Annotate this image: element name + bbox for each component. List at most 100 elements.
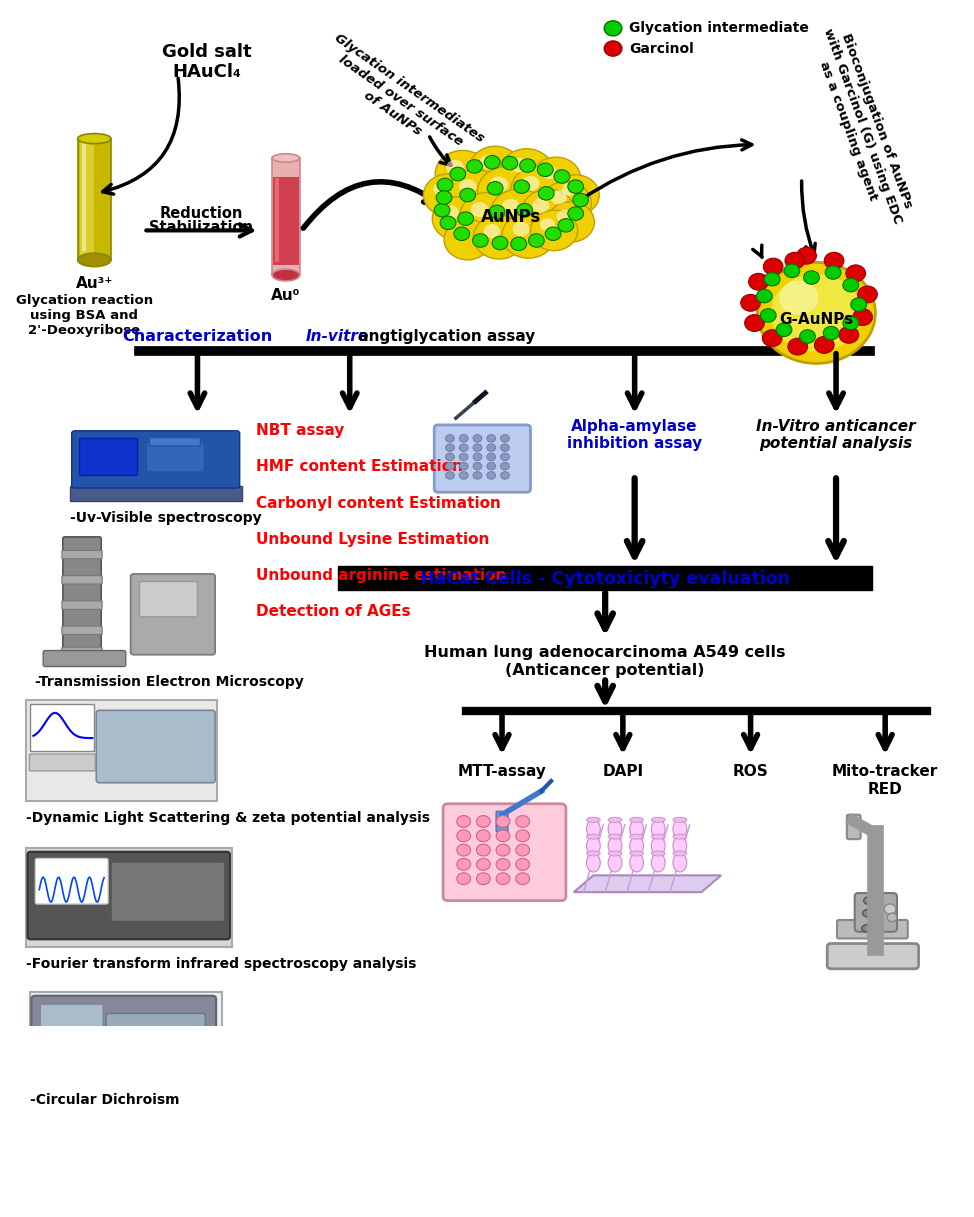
Circle shape — [487, 434, 496, 442]
Circle shape — [460, 462, 468, 470]
FancyBboxPatch shape — [272, 158, 300, 275]
Circle shape — [500, 148, 553, 195]
FancyBboxPatch shape — [62, 601, 102, 610]
Ellipse shape — [586, 851, 600, 856]
Circle shape — [532, 198, 549, 213]
Circle shape — [501, 462, 509, 470]
Circle shape — [476, 858, 490, 870]
Circle shape — [487, 462, 496, 470]
FancyBboxPatch shape — [62, 647, 102, 656]
Circle shape — [814, 336, 834, 353]
Text: In-vitro: In-vitro — [306, 329, 369, 344]
Ellipse shape — [652, 818, 665, 823]
Circle shape — [476, 815, 490, 828]
FancyBboxPatch shape — [80, 438, 137, 476]
Circle shape — [442, 206, 459, 219]
Ellipse shape — [608, 834, 621, 840]
Ellipse shape — [864, 897, 878, 904]
Circle shape — [843, 316, 859, 330]
Circle shape — [568, 180, 583, 194]
Circle shape — [460, 189, 475, 202]
FancyBboxPatch shape — [96, 711, 215, 783]
FancyBboxPatch shape — [78, 139, 111, 260]
Ellipse shape — [673, 853, 687, 871]
FancyBboxPatch shape — [111, 862, 225, 921]
Circle shape — [547, 202, 594, 242]
Circle shape — [434, 203, 450, 217]
Circle shape — [502, 156, 518, 170]
FancyBboxPatch shape — [434, 425, 531, 492]
Text: -Circular Dichroism: -Circular Dichroism — [30, 1093, 180, 1107]
Text: Mito-tracker
RED: Mito-tracker RED — [832, 764, 938, 797]
Circle shape — [501, 472, 509, 479]
Circle shape — [784, 264, 800, 277]
FancyBboxPatch shape — [827, 943, 918, 969]
Circle shape — [550, 190, 567, 204]
Text: Unbound Lysine Estimation: Unbound Lysine Estimation — [256, 532, 490, 546]
Ellipse shape — [630, 836, 644, 856]
Circle shape — [853, 309, 873, 325]
Circle shape — [823, 326, 839, 340]
Circle shape — [761, 309, 776, 323]
Circle shape — [501, 453, 509, 461]
Circle shape — [477, 167, 537, 217]
Circle shape — [541, 181, 591, 225]
FancyBboxPatch shape — [80, 139, 94, 260]
Ellipse shape — [630, 853, 644, 871]
Text: DAPI: DAPI — [602, 764, 644, 779]
Circle shape — [470, 202, 488, 217]
Circle shape — [473, 444, 482, 452]
Circle shape — [884, 904, 896, 914]
Circle shape — [510, 158, 528, 173]
Circle shape — [764, 258, 783, 275]
Text: Carbonyl content Estimation: Carbonyl content Estimation — [256, 495, 502, 511]
Circle shape — [460, 453, 468, 461]
Circle shape — [460, 192, 515, 240]
Text: Detection of AGEs: Detection of AGEs — [256, 605, 411, 619]
Ellipse shape — [586, 836, 600, 856]
Ellipse shape — [630, 834, 644, 840]
FancyBboxPatch shape — [62, 626, 102, 634]
Circle shape — [510, 237, 527, 251]
Circle shape — [496, 830, 509, 842]
Circle shape — [487, 472, 496, 479]
Circle shape — [562, 183, 577, 196]
Circle shape — [496, 845, 509, 856]
Circle shape — [459, 179, 476, 195]
Circle shape — [757, 290, 772, 303]
Circle shape — [604, 41, 621, 56]
Text: HaCat Cells - Cytotoxiciyty evaluation: HaCat Cells - Cytotoxiciyty evaluation — [420, 570, 790, 588]
Circle shape — [804, 271, 819, 285]
Circle shape — [800, 330, 815, 343]
Ellipse shape — [630, 818, 644, 823]
Circle shape — [531, 211, 578, 251]
Ellipse shape — [652, 834, 665, 840]
Circle shape — [522, 189, 575, 235]
Circle shape — [516, 830, 530, 842]
Circle shape — [446, 159, 464, 175]
Circle shape — [501, 434, 509, 442]
Circle shape — [473, 453, 482, 461]
Circle shape — [487, 444, 496, 452]
Circle shape — [476, 873, 490, 885]
Text: Reduction: Reduction — [160, 206, 244, 220]
Circle shape — [433, 183, 449, 196]
FancyBboxPatch shape — [496, 812, 507, 831]
Circle shape — [432, 197, 483, 241]
Circle shape — [516, 858, 530, 870]
Text: -Uv-Visible spectroscopy: -Uv-Visible spectroscopy — [70, 511, 261, 525]
Text: Gold salt
HAuCl₄: Gold salt HAuCl₄ — [163, 43, 252, 82]
Circle shape — [445, 462, 454, 470]
Text: Garcinol: Garcinol — [629, 41, 693, 56]
Circle shape — [532, 157, 581, 200]
Circle shape — [496, 858, 509, 870]
FancyBboxPatch shape — [30, 992, 222, 1083]
Circle shape — [776, 323, 792, 336]
Ellipse shape — [673, 834, 687, 840]
Circle shape — [454, 228, 469, 241]
FancyBboxPatch shape — [139, 582, 198, 617]
Ellipse shape — [630, 820, 644, 839]
Circle shape — [604, 21, 621, 37]
Ellipse shape — [608, 851, 621, 856]
Circle shape — [850, 298, 867, 312]
